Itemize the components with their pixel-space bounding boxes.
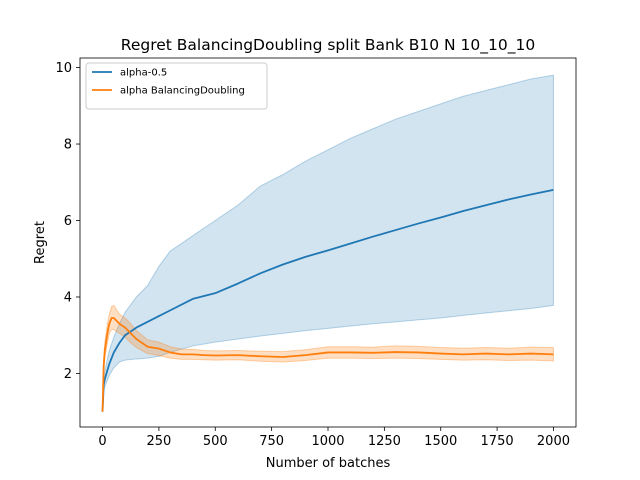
x-tick-label: 750 <box>259 434 284 449</box>
y-axis-ticks: 2 4 6 8 10 <box>55 61 80 382</box>
y-axis-label: Regret <box>33 221 48 264</box>
y-tick-label: 10 <box>55 61 72 76</box>
legend-label: alpha BalancingDoubling <box>120 86 245 97</box>
x-tick-label: 1500 <box>424 434 457 449</box>
x-axis-label: Number of batches <box>266 456 391 471</box>
x-tick-label: 1750 <box>481 434 514 449</box>
y-tick-label: 2 <box>64 367 72 382</box>
legend-label: alpha-0.5 <box>120 68 167 79</box>
series-lines <box>101 189 554 412</box>
chart-title: Regret BalancingDoubling split Bank B10 … <box>121 36 535 55</box>
x-tick-label: 0 <box>98 434 106 449</box>
y-tick-label: 4 <box>64 290 72 305</box>
y-tick-label: 6 <box>64 214 72 229</box>
y-tick-label: 8 <box>64 138 72 153</box>
line-alpha-0-5 <box>101 189 554 412</box>
line-alpha-balancingdoubling <box>101 317 554 412</box>
x-axis-ticks: 0 250 500 750 1000 1250 1500 1750 2000 <box>98 427 570 449</box>
x-tick-label: 250 <box>146 434 171 449</box>
x-tick-label: 1250 <box>368 434 401 449</box>
x-tick-label: 1000 <box>311 434 344 449</box>
x-tick-label: 500 <box>203 434 228 449</box>
legend-box <box>85 62 268 110</box>
legend: alpha-0.5 alpha BalancingDoubling <box>85 62 268 110</box>
x-tick-label: 2000 <box>537 434 570 449</box>
